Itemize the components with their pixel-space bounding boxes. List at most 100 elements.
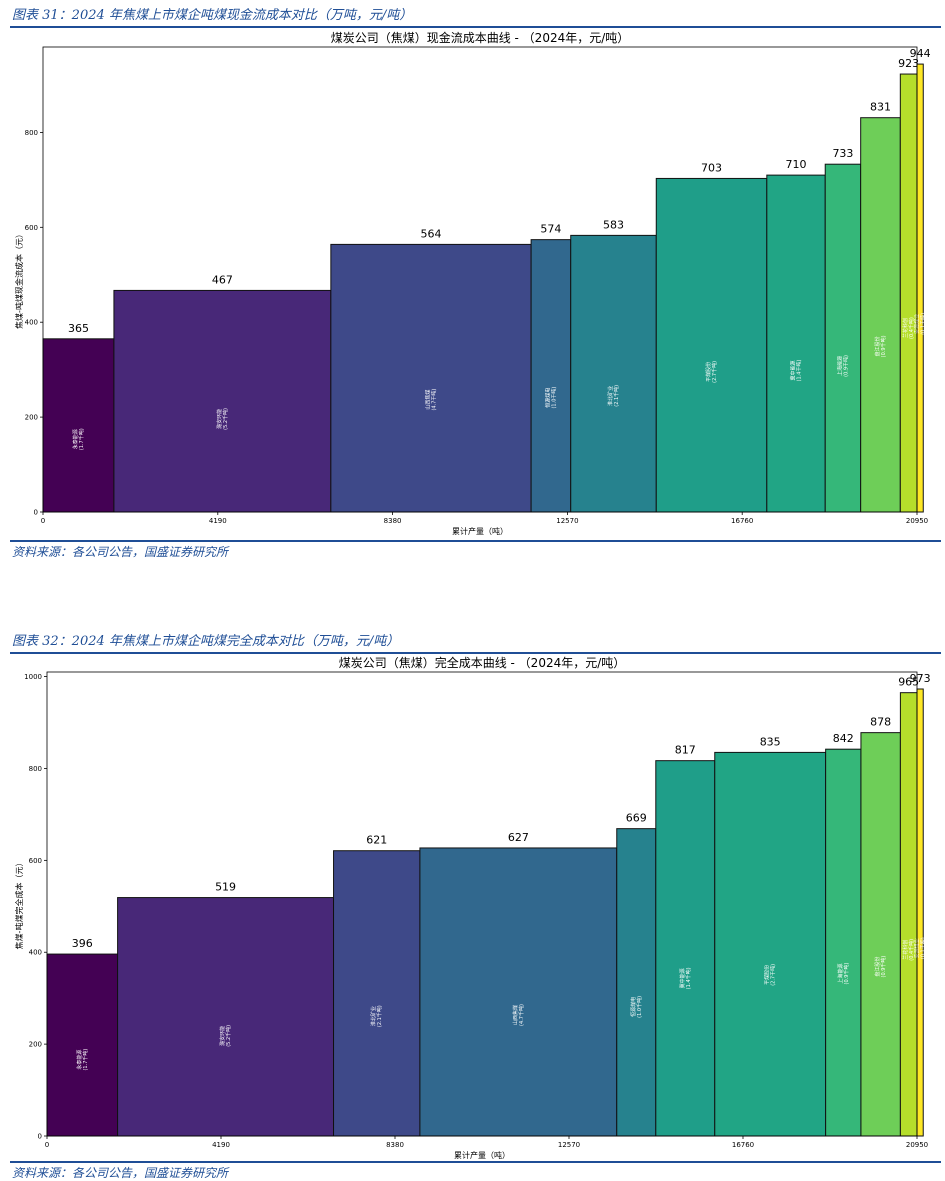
y-tick-label: 200 — [29, 1041, 42, 1049]
bar-value-label: 733 — [832, 147, 853, 160]
chart-title: 煤炭公司（焦煤）完全成本曲线 - （2024年，元/吨） — [339, 655, 626, 670]
y-tick-label: 800 — [29, 765, 42, 773]
bar-value-label: 817 — [675, 744, 696, 757]
bar-company-label: 冀中能源(1.4千吨) — [679, 967, 692, 989]
cost-bar — [530, 239, 572, 513]
bar-value-label: 703 — [701, 161, 722, 174]
y-tick-label: 400 — [25, 319, 38, 327]
bar-company-label: 永泰能源(1.7千吨) — [72, 428, 85, 450]
figure-31-caption: 图表 31：2024 年焦煤上市煤企吨煤现金流成本对比（万吨，元/吨） — [12, 8, 413, 23]
cost-bar — [899, 73, 918, 513]
x-tick-label: 20950 — [906, 517, 928, 525]
figure-31-source: 资料来源：各公司公告，国盛证券研究所 — [12, 545, 229, 559]
bar-value-label: 669 — [626, 812, 647, 825]
cost-bar — [825, 748, 862, 1137]
x-tick-label: 4190 — [209, 517, 227, 525]
chart-title: 煤炭公司（焦煤）现金流成本曲线 - （2024年，元/吨） — [331, 30, 630, 45]
x-tick-label: 12570 — [556, 517, 578, 525]
bar-value-label: 923 — [898, 57, 919, 70]
y-tick-label: 800 — [25, 129, 38, 137]
bar-value-label: 396 — [72, 937, 93, 950]
cost-bar — [766, 174, 826, 513]
cost-bar — [616, 828, 657, 1137]
bar-value-label: 467 — [212, 273, 233, 286]
cost-bar — [860, 732, 901, 1137]
cost-bar — [916, 688, 924, 1137]
cost-bar — [570, 234, 657, 513]
cost-bar — [860, 117, 901, 513]
cost-bar — [117, 897, 335, 1137]
bar-company-label: 兰花科创(0.4千吨) — [902, 939, 915, 961]
y-axis-label: 焦煤-吨煤完全成本（元） — [14, 859, 24, 950]
y-tick-label: 1000 — [24, 673, 42, 681]
bar-company-label: 盘江股份(0.9千吨) — [874, 335, 887, 357]
bar-company-label: 上海能源(0.9千吨) — [836, 355, 849, 377]
cost-bar — [419, 847, 618, 1137]
bar-company-label: 淮北矿业(2.1千吨) — [370, 1005, 383, 1027]
bar-company-label: 恒源煤电(1.0千吨) — [544, 387, 557, 409]
x-tick-label: 8380 — [386, 1141, 404, 1149]
x-tick-label: 4190 — [212, 1141, 230, 1149]
x-tick-label: 16760 — [732, 1141, 754, 1149]
bar-company-label: 恒源煤电(1.0千吨) — [630, 996, 643, 1018]
bar-value-label: 519 — [215, 881, 236, 894]
cost-bar — [714, 751, 827, 1137]
y-tick-label: 0 — [38, 1133, 42, 1141]
bar-company-label: 淮北矿业(2.1千吨) — [607, 385, 620, 407]
figure-32-caption: 图表 32：2024 年焦煤上市煤企吨煤完全成本对比（万吨，元/吨） — [12, 634, 400, 649]
bar-company-label: 平煤股份(2.7千吨) — [705, 361, 718, 383]
bar-value-label: 965 — [898, 676, 919, 689]
cost-bar — [46, 953, 119, 1137]
bar-value-label: 831 — [870, 101, 891, 114]
x-tick-label: 12570 — [558, 1141, 580, 1149]
y-tick-label: 600 — [25, 224, 38, 232]
y-axis-label: 焦煤-吨煤现金流成本（元） — [14, 230, 24, 329]
caption-rule — [10, 652, 941, 654]
caption-rule — [10, 26, 941, 28]
x-tick-label: 0 — [41, 517, 45, 525]
bar-value-label: 842 — [833, 732, 854, 745]
bar-value-label: 621 — [366, 834, 387, 847]
cost-bar — [916, 63, 924, 513]
x-tick-label: 20950 — [906, 1141, 928, 1149]
x-tick-label: 16760 — [731, 517, 753, 525]
bar-value-label: 835 — [760, 735, 781, 748]
bar-company-label: 冀中能源(1.4千吨) — [790, 360, 803, 382]
bar-company-label: 山西焦煤(4.7千吨) — [424, 389, 437, 411]
bar-company-label: 安源煤业(0.1千吨) — [914, 937, 927, 959]
bar-value-label: 710 — [786, 158, 807, 171]
full-cost-curve-chart: 煤炭公司（焦煤）完全成本曲线 - （2024年，元/吨） 396 永泰能源(1.7千… — [14, 655, 931, 1160]
cost-bar — [655, 760, 716, 1137]
bar-value-label: 583 — [603, 218, 624, 231]
bar-value-label: 365 — [68, 322, 89, 335]
bar-value-label: 574 — [540, 223, 561, 236]
plot-frame — [42, 46, 918, 513]
bar-company-label: 山西焦煤(4.7千吨) — [512, 1004, 525, 1026]
cost-bar — [899, 692, 918, 1137]
bar-value-label: 944 — [910, 47, 931, 60]
x-tick-label: 8380 — [384, 517, 402, 525]
y-tick-label: 600 — [29, 857, 42, 865]
x-tick-label: 0 — [45, 1141, 49, 1149]
bar-company-label: 兰花科创(0.4千吨) — [902, 317, 915, 339]
bar-company-label: 潞安环能(5.2千吨) — [219, 1025, 232, 1047]
x-axis-label: 累计产量（吨） — [454, 1150, 510, 1160]
cash-cost-curve-chart: 煤炭公司（焦煤）现金流成本曲线 - （2024年，元/吨） 365 永泰能源(1.7… — [14, 30, 931, 536]
bar-value-label: 973 — [910, 672, 931, 685]
bar-company-label: 平煤股份(2.7千吨) — [764, 964, 777, 986]
figure-32-source: 资料来源：各公司公告，国盛证券研究所 — [12, 1166, 229, 1180]
bar-value-label: 627 — [508, 831, 529, 844]
source-rule — [10, 540, 941, 542]
x-axis-label: 累计产量（吨） — [452, 526, 508, 536]
bar-company-label: 上海能源(0.9千吨) — [837, 963, 850, 985]
bar-company-label: 安源煤业(0.1千吨) — [914, 313, 927, 335]
source-rule — [10, 1161, 941, 1163]
plot-frame — [46, 671, 918, 1137]
cost-bar — [113, 289, 332, 513]
bar-company-label: 永泰能源(1.7千吨) — [76, 1049, 89, 1071]
bar-value-label: 878 — [870, 716, 891, 729]
cost-bar — [824, 163, 862, 513]
bar-value-label: 564 — [420, 227, 441, 240]
cost-bar — [330, 243, 532, 513]
y-tick-label: 0 — [34, 509, 38, 517]
